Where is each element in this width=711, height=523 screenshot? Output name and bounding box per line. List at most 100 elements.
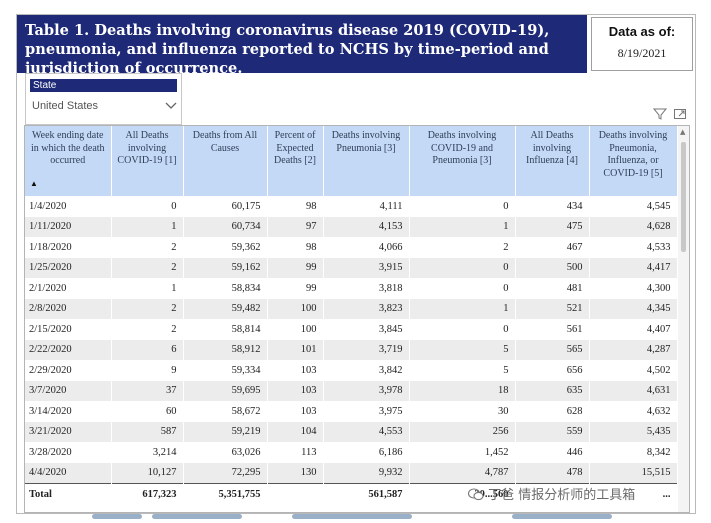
column-header[interactable]: All Deaths involving Influenza [4] (515, 126, 590, 196)
table-cell: 4,553 (323, 421, 410, 442)
table-cell: 18 (409, 380, 516, 401)
table-cell: 3/7/2020 (25, 380, 112, 401)
table-cell: 3,978 (323, 380, 410, 401)
table-cell: 1 (409, 216, 516, 237)
vertical-scrollbar[interactable]: ▲ (678, 126, 689, 512)
data-as-of-label: Data as of: (608, 24, 676, 39)
table-cell: 1 (111, 216, 184, 237)
table-row[interactable]: 1/11/2020 1 60,734 97 4,153 1 475 4,628 (25, 216, 678, 237)
table-cell: 467 (515, 237, 590, 258)
table-cell: 481 (515, 278, 590, 299)
table-row[interactable]: 4/4/2020 10,127 72,295 130 9,932 4,787 478 15,5… (25, 462, 678, 483)
table-cell: 1 (409, 298, 516, 319)
table-row[interactable]: 3/14/2020 60 58,672 103 3,975 30 628 4,632 (25, 401, 678, 422)
table-cell: 63,026 (183, 442, 268, 463)
data-as-of-card: Data as of: 8/19/2021 (591, 17, 693, 71)
filter-icon[interactable] (652, 107, 668, 121)
column-header[interactable]: All Deaths involving COVID-19 [1] (111, 126, 184, 196)
deaths-table-visual: Week ending date in which the death occu… (24, 125, 690, 513)
table-cell: 100 (267, 319, 324, 340)
table-cell: 1/25/2020 (25, 257, 112, 278)
page-tab[interactable] (92, 514, 142, 519)
table-cell: 100 (267, 298, 324, 319)
wechat-icon (467, 488, 488, 503)
page-tab[interactable] (152, 514, 242, 519)
column-header[interactable]: Deaths involving Pneumonia, Influenza, o… (589, 126, 678, 196)
scrollbar-thumb[interactable] (681, 142, 686, 252)
table-cell: 4,787 (409, 462, 516, 483)
report-title: Table 1. Deaths involving coronavirus di… (17, 15, 587, 77)
table-cell: 97 (267, 216, 324, 237)
table-cell: 103 (267, 380, 324, 401)
table-cell: 6 (111, 339, 184, 360)
table-cell: 4,111 (323, 196, 410, 217)
table-row[interactable]: 2/1/2020 1 58,834 99 3,818 0 481 4,300 (25, 278, 678, 299)
chevron-down-icon[interactable] (164, 98, 178, 112)
table-cell: 3/28/2020 (25, 442, 112, 463)
page-tab[interactable] (512, 514, 612, 519)
table-cell: 4,628 (589, 216, 678, 237)
table-cell: 8,342 (589, 442, 678, 463)
table-cell: 99 (267, 278, 324, 299)
focus-mode-icon[interactable] (673, 107, 687, 121)
table-row[interactable]: 3/28/2020 3,214 63,026 113 6,186 1,452 446 8,34… (25, 442, 678, 463)
table-cell: 99 (267, 257, 324, 278)
table-cell: 4,631 (589, 380, 678, 401)
watermark-text: 丁爸 情报分析师的工具箱 (488, 488, 636, 503)
table-cell: 9 (111, 360, 184, 381)
table-cell: 58,814 (183, 319, 268, 340)
column-header[interactable]: Percent of Expected Deaths [2] (267, 126, 324, 196)
column-header[interactable]: Deaths involving COVID-19 and Pneumonia … (409, 126, 516, 196)
table-row[interactable]: 1/18/2020 2 59,362 98 4,066 2 467 4,533 (25, 237, 678, 258)
page-tabs-strip (92, 514, 632, 520)
table-cell: 72,295 (183, 462, 268, 483)
page-tab[interactable] (292, 514, 412, 519)
table-cell: 4,632 (589, 401, 678, 422)
state-slicer[interactable]: State United States (25, 73, 182, 125)
table-cell: 113 (267, 442, 324, 463)
table-row[interactable]: 2/29/2020 9 59,334 103 3,842 5 656 4,502 (25, 360, 678, 381)
column-header[interactable]: Week ending date in which the death occu… (25, 126, 112, 196)
table-cell: 4,345 (589, 298, 678, 319)
table-cell: 2/22/2020 (25, 339, 112, 360)
table-row[interactable]: 2/8/2020 2 59,482 100 3,823 1 521 4,345 (25, 298, 678, 319)
table-row[interactable]: 1/4/2020 0 60,175 98 4,111 0 434 4,545 (25, 196, 678, 217)
table-cell: 0 (409, 319, 516, 340)
table-cell: 3,818 (323, 278, 410, 299)
total-cell: Total (25, 482, 112, 505)
table-row[interactable]: 1/25/2020 2 59,162 99 3,915 0 500 4,417 (25, 257, 678, 278)
table-cell: 10,127 (111, 462, 184, 483)
table-cell: 1 (111, 278, 184, 299)
scroll-up-icon[interactable]: ▲ (680, 128, 686, 136)
table-cell: 15,515 (589, 462, 678, 483)
table-row[interactable]: 2/15/2020 2 58,814 100 3,845 0 561 4,407 (25, 319, 678, 340)
table-cell: 2/8/2020 (25, 298, 112, 319)
table-cell: 559 (515, 421, 590, 442)
table-cell: 1/18/2020 (25, 237, 112, 258)
table-row[interactable]: 2/22/2020 6 58,912 101 3,719 5 565 4,287 (25, 339, 678, 360)
visual-toolbar (652, 107, 693, 123)
table-cell: 446 (515, 442, 590, 463)
table-cell: 3,719 (323, 339, 410, 360)
total-cell: 617,323 (111, 482, 184, 505)
table-cell: 30 (409, 401, 516, 422)
table-cell: 60,175 (183, 196, 268, 217)
table-cell: 3,823 (323, 298, 410, 319)
table-cell: 2 (409, 237, 516, 258)
table-cell: 434 (515, 196, 590, 217)
table-cell: 60 (111, 401, 184, 422)
table-cell: 2/15/2020 (25, 319, 112, 340)
table-cell: 58,912 (183, 339, 268, 360)
table-row[interactable]: 3/7/2020 37 59,695 103 3,978 18 635 4,631 (25, 380, 678, 401)
table-cell: 4,287 (589, 339, 678, 360)
column-header[interactable]: Deaths from All Causes (183, 126, 268, 196)
column-header[interactable]: Deaths involving Pneumonia [3] (323, 126, 410, 196)
table-cell: 5 (409, 360, 516, 381)
table-cell: 4,417 (589, 257, 678, 278)
table-row[interactable]: 3/21/2020 587 59,219 104 4,553 256 559 5,435 (25, 421, 678, 442)
sort-ascending-icon[interactable]: ▲ (30, 178, 38, 188)
table-cell: 37 (111, 380, 184, 401)
table-cell: 58,834 (183, 278, 268, 299)
table-cell: 59,334 (183, 360, 268, 381)
state-slicer-value[interactable]: United States (32, 100, 99, 112)
